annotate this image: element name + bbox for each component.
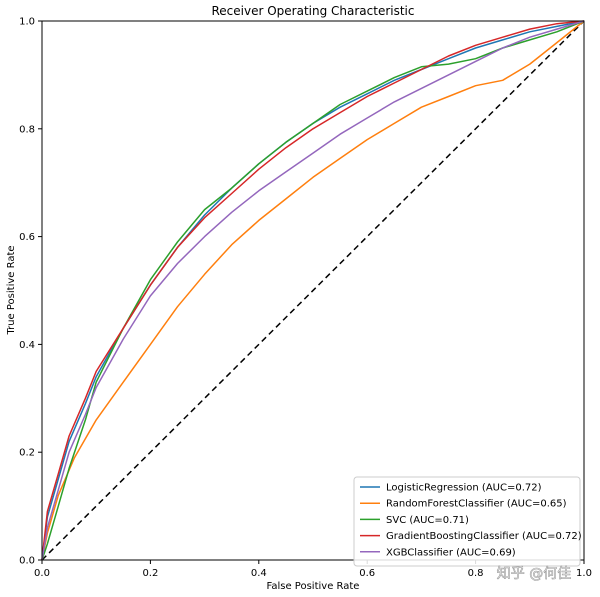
plot-frame	[41, 20, 585, 561]
y-tick-label: 0.4	[19, 340, 35, 351]
y-tick-label: 0.2	[19, 448, 35, 459]
x-tick-label: 0.6	[359, 568, 375, 579]
legend-label-1: LogisticRegression (AUC=0.72)	[386, 483, 542, 494]
y-axis-title: True Positive Rate	[6, 245, 17, 335]
legend-label-5: XGBClassifier (AUC=0.69)	[386, 547, 516, 558]
x-axis-title: False Positive Rate	[267, 581, 360, 592]
legend-label-2: RandomForestClassifier (AUC=0.65)	[386, 499, 567, 510]
series-line-5	[41, 20, 585, 561]
series-line-2	[41, 20, 585, 561]
y-tick-label: 0.0	[19, 556, 35, 567]
x-tick-label: 0.0	[34, 568, 50, 579]
series-layer	[41, 20, 585, 561]
legend-box	[353, 476, 581, 567]
legend: LogisticRegression (AUC=0.72) RandomFores…	[353, 476, 582, 567]
watermark: 知乎 @何佳	[497, 565, 571, 582]
series-line-3	[41, 20, 585, 561]
reference-diagonal-line	[41, 20, 585, 561]
y-tick-label: 1.0	[19, 17, 35, 28]
x-tick-label: 0.2	[142, 568, 158, 579]
x-tick-label: 0.8	[468, 568, 484, 579]
reference-layer	[41, 20, 585, 561]
y-tick-label: 0.6	[19, 232, 35, 243]
series-line-4	[41, 20, 585, 561]
legend-label-4: GradientBoostingClassifier (AUC=0.72)	[386, 531, 582, 542]
x-tick-label: 0.4	[251, 568, 267, 579]
y-axis: 0.0 0.2 0.4 0.6 0.8 1.0	[19, 17, 42, 567]
legend-label-3: SVC (AUC=0.71)	[386, 515, 469, 526]
chart-title: Receiver Operating Characteristic	[211, 4, 414, 18]
y-tick-label: 0.8	[19, 124, 35, 135]
x-tick-label: 1.0	[576, 568, 592, 579]
